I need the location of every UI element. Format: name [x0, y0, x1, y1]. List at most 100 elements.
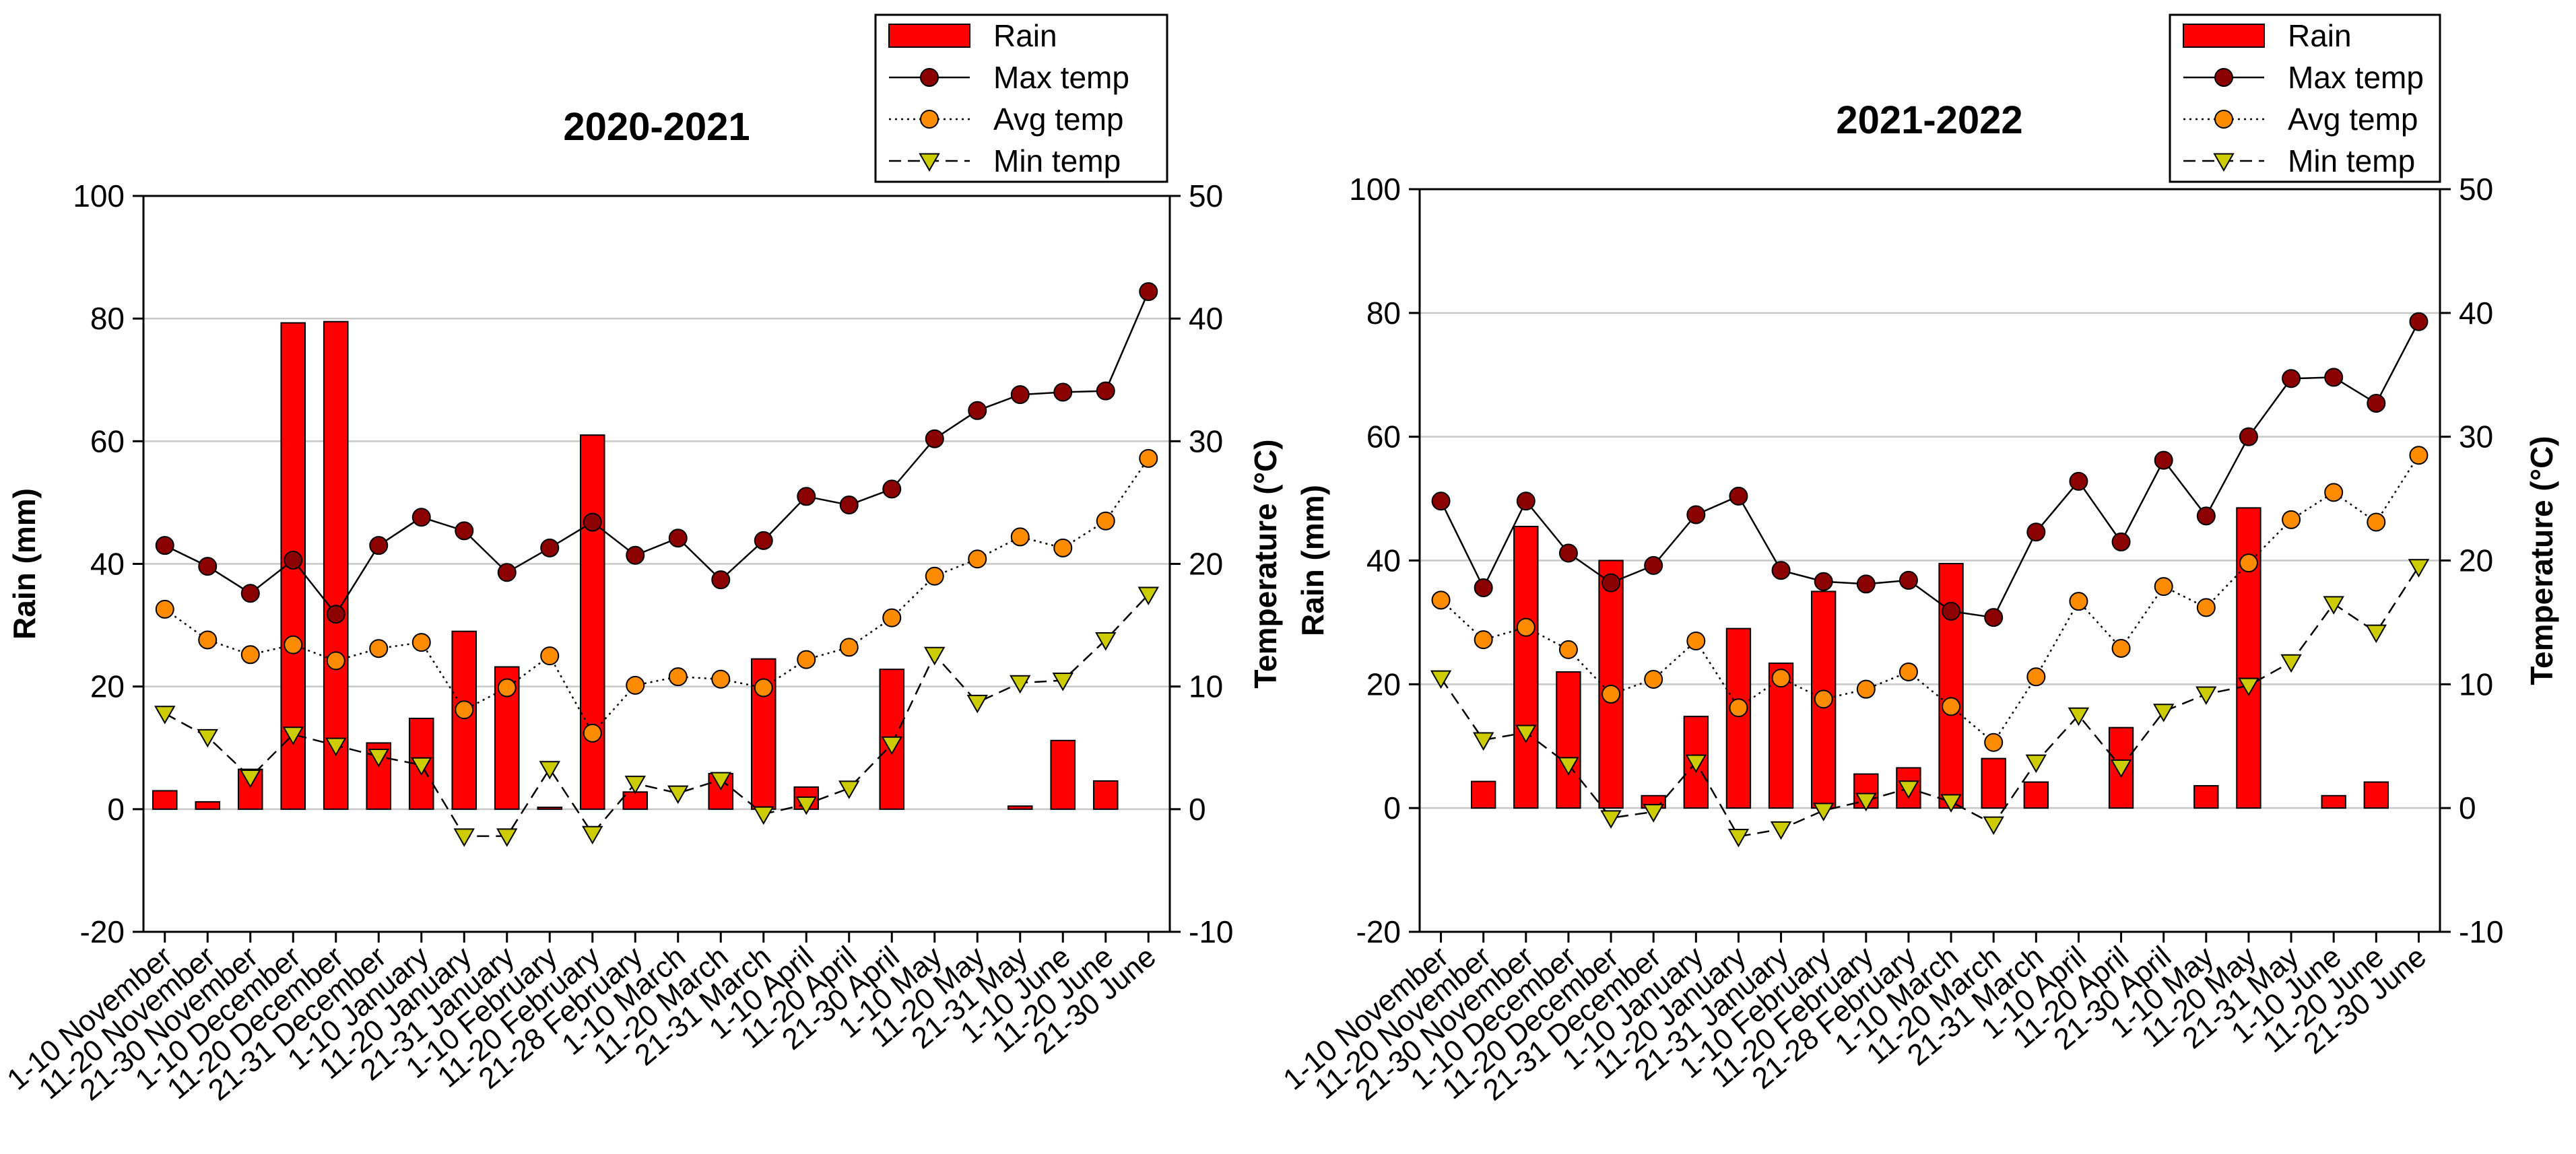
data-point	[197, 728, 218, 748]
data-point	[968, 549, 987, 569]
data-point	[368, 749, 389, 768]
data-point	[1812, 803, 1835, 821]
rain-bar	[1598, 559, 1624, 809]
data-point	[668, 529, 688, 548]
data-point	[284, 635, 303, 654]
y-axis-label: Rain (mm)	[7, 488, 42, 640]
rain-bar	[2363, 781, 2389, 809]
data-point	[2365, 624, 2387, 644]
right-tick-label: 10	[1189, 669, 1223, 704]
left-tick-label: 20	[1366, 667, 1401, 702]
legend-symbol	[888, 24, 970, 48]
data-point	[1515, 724, 1537, 744]
data-point	[198, 630, 218, 650]
left-tick-label: 0	[107, 792, 125, 827]
right-tick-label: 0	[2459, 790, 2476, 825]
data-point	[497, 563, 517, 582]
left-tick-label: 100	[73, 178, 125, 213]
rain-bar	[2023, 781, 2049, 809]
data-point	[2214, 110, 2233, 129]
data-point	[411, 757, 432, 776]
data-point	[710, 772, 731, 791]
data-point	[497, 678, 517, 698]
right-tick-label: 0	[1189, 792, 1206, 827]
data-point	[1686, 505, 1706, 524]
data-point	[711, 570, 731, 590]
data-point	[540, 646, 560, 666]
rain-bar	[1050, 739, 1076, 810]
data-point	[240, 645, 260, 665]
data-point	[626, 675, 645, 695]
data-point	[1898, 570, 1918, 590]
data-point	[1010, 675, 1031, 694]
data-point	[1431, 590, 1451, 610]
right-tick-label: 50	[2459, 172, 2493, 207]
rain-bar	[1556, 671, 1581, 809]
gridlines	[1420, 312, 2440, 809]
rain-bar	[2321, 794, 2346, 809]
data-point	[2110, 759, 2132, 778]
data-point	[1770, 821, 1792, 840]
data-point	[2238, 677, 2259, 697]
data-point	[2282, 369, 2301, 388]
data-point	[1601, 573, 1621, 592]
data-point	[1139, 448, 1158, 468]
data-point	[2152, 704, 2175, 722]
series-line	[164, 291, 1150, 616]
rain-bar	[1092, 780, 1119, 810]
data-point	[1727, 828, 1750, 848]
data-point	[1898, 662, 1918, 681]
data-point	[240, 584, 260, 603]
data-point	[411, 508, 431, 527]
data-point	[1942, 601, 1961, 621]
series-max-temp	[155, 282, 1158, 624]
data-point	[1855, 792, 1877, 812]
data-point	[1942, 697, 1961, 716]
data-point	[198, 557, 218, 576]
data-point	[2324, 368, 2344, 387]
data-point	[838, 780, 860, 799]
legend-label: Min temp	[2288, 143, 2415, 178]
data-point	[155, 599, 174, 619]
series-avg-temp	[1431, 446, 2429, 752]
rain-bar	[152, 790, 178, 810]
left-tick-label: 40	[1366, 543, 1401, 578]
rain-bars	[1471, 507, 2389, 809]
data-point	[753, 806, 774, 825]
left-tick-label: 80	[90, 301, 125, 336]
legend-item: Max temp	[2183, 60, 2424, 95]
data-point	[539, 761, 560, 780]
legend-item: Max temp	[889, 60, 1129, 95]
data-point	[1431, 491, 1451, 511]
data-point	[795, 796, 817, 815]
data-point	[369, 639, 389, 658]
data-point	[1472, 732, 1494, 751]
data-point	[2025, 754, 2047, 774]
data-point	[1600, 810, 1622, 829]
y-axis-label: Rain (mm)	[1295, 485, 1330, 636]
data-point	[282, 726, 304, 745]
data-point	[2196, 598, 2216, 617]
data-point	[2213, 153, 2235, 172]
data-point	[2026, 667, 2046, 687]
data-point	[925, 566, 944, 586]
legend-label: Rain	[993, 18, 1057, 53]
rain-bar	[1007, 805, 1033, 810]
data-point	[2324, 483, 2344, 502]
chart-2021-2022: -20 0 20 40 60 80 100 -10 0 10 20 30 40 50 1-10 Novemb…	[1277, 13, 2559, 1107]
data-point	[326, 605, 345, 624]
data-point	[2026, 522, 2046, 542]
series-min-temp	[1430, 559, 2430, 848]
rain-bar	[1513, 525, 1539, 809]
data-point	[2280, 654, 2302, 673]
data-point	[626, 545, 645, 565]
data-point	[2069, 471, 2088, 491]
data-point	[1474, 578, 1493, 597]
series-line	[1440, 454, 2420, 744]
data-point	[1729, 486, 1748, 506]
data-point	[1814, 572, 1833, 591]
left-tick-label: -20	[80, 914, 125, 949]
series-max-temp	[1431, 312, 2429, 627]
data-point	[797, 487, 816, 506]
data-point	[540, 538, 560, 557]
